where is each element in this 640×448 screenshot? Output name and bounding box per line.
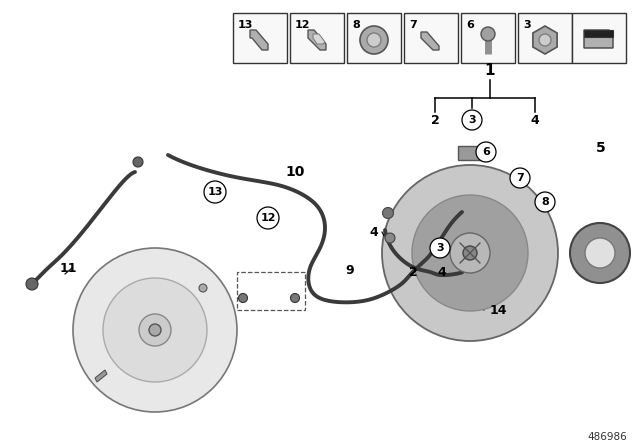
Text: 4: 4 (438, 266, 446, 279)
Text: 13: 13 (207, 187, 223, 197)
Text: 8: 8 (352, 20, 360, 30)
Circle shape (382, 165, 558, 341)
Circle shape (291, 293, 300, 302)
Text: 2: 2 (431, 113, 440, 126)
Text: 13: 13 (238, 20, 253, 30)
Text: 8: 8 (541, 197, 549, 207)
Circle shape (450, 233, 490, 273)
Text: 7: 7 (409, 20, 417, 30)
Text: 6: 6 (466, 20, 474, 30)
Circle shape (481, 27, 495, 41)
Circle shape (535, 192, 555, 212)
Circle shape (383, 207, 394, 219)
Bar (458, 146, 482, 160)
Circle shape (476, 142, 496, 162)
Circle shape (103, 278, 207, 382)
Bar (237, 272, 305, 310)
Circle shape (149, 324, 161, 336)
Text: 7: 7 (516, 173, 524, 183)
Circle shape (139, 314, 171, 346)
Bar (233, 13, 287, 63)
Text: 3: 3 (523, 20, 531, 30)
Text: 3: 3 (468, 115, 476, 125)
Text: 6: 6 (482, 147, 490, 157)
Polygon shape (313, 34, 325, 44)
Bar (572, 13, 626, 63)
Bar (347, 13, 401, 63)
Circle shape (539, 34, 551, 46)
Text: 5: 5 (596, 141, 606, 155)
Text: 3: 3 (436, 243, 444, 253)
Circle shape (239, 293, 248, 302)
Text: 4: 4 (531, 113, 540, 126)
Circle shape (510, 168, 530, 188)
Circle shape (199, 284, 207, 292)
Circle shape (570, 223, 630, 283)
Text: 12: 12 (260, 213, 276, 223)
Circle shape (26, 278, 38, 290)
Polygon shape (584, 30, 613, 37)
Text: 2: 2 (408, 266, 417, 279)
Circle shape (367, 33, 381, 47)
Text: 11: 11 (60, 262, 77, 275)
Circle shape (360, 26, 388, 54)
Text: 486986: 486986 (588, 432, 627, 442)
Circle shape (73, 248, 237, 412)
Circle shape (463, 246, 477, 260)
Text: 1: 1 (484, 63, 495, 78)
Circle shape (430, 238, 450, 258)
Circle shape (257, 207, 279, 229)
Polygon shape (250, 30, 268, 50)
Bar (290, 13, 344, 63)
Circle shape (204, 181, 226, 203)
Polygon shape (533, 26, 557, 54)
Text: 4: 4 (370, 225, 378, 238)
Text: 12: 12 (295, 20, 310, 30)
Circle shape (133, 157, 143, 167)
Polygon shape (308, 30, 326, 50)
Bar (461, 13, 515, 63)
Text: 9: 9 (346, 263, 355, 276)
Polygon shape (95, 370, 107, 382)
Polygon shape (584, 30, 613, 48)
Bar (518, 13, 572, 63)
Circle shape (412, 195, 528, 311)
Text: 10: 10 (285, 165, 305, 179)
Bar (404, 13, 458, 63)
Circle shape (385, 233, 395, 243)
Polygon shape (421, 32, 439, 50)
Text: 14: 14 (490, 303, 508, 316)
Circle shape (585, 238, 615, 268)
Circle shape (462, 110, 482, 130)
